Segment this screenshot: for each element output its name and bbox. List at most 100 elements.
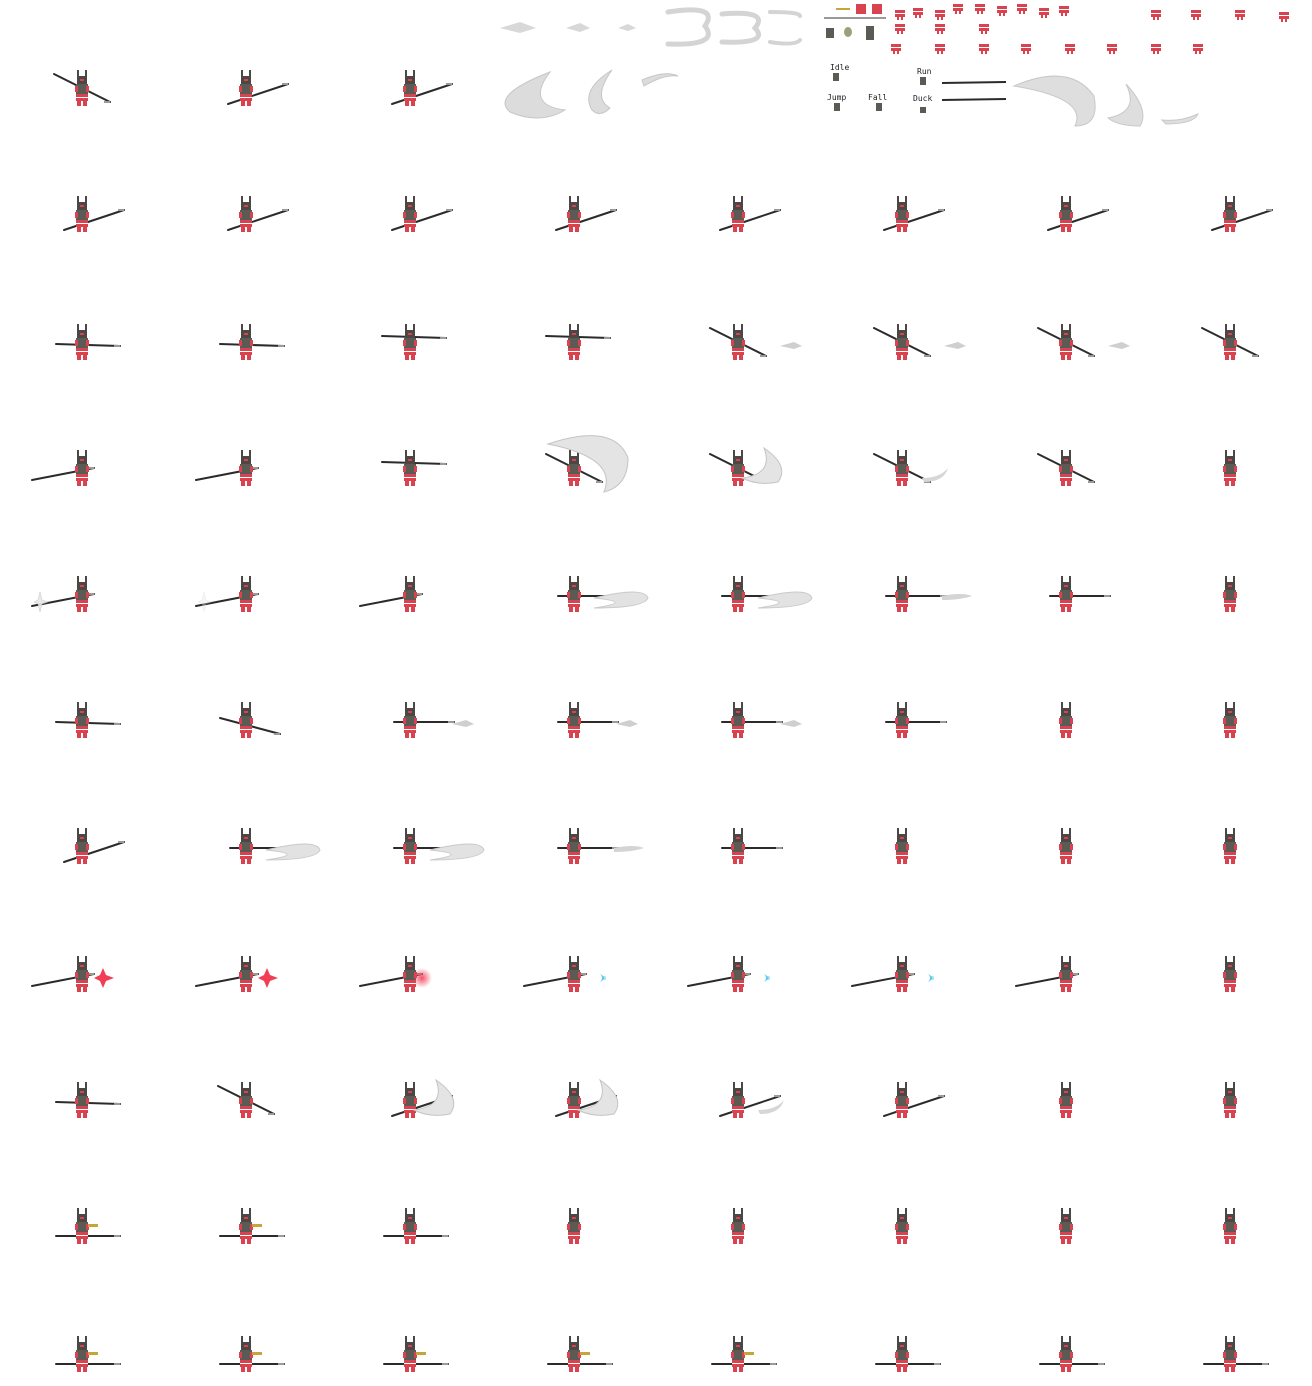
knight-sprite	[239, 956, 253, 992]
spear	[883, 209, 945, 231]
sprite-frame	[217, 1082, 275, 1118]
sprite-frame	[391, 1078, 455, 1118]
sprite-frame	[195, 450, 259, 486]
sprite-frame	[227, 196, 289, 232]
knight-sprite	[239, 324, 253, 360]
curve-slash-1	[665, 7, 711, 47]
knight-sprite	[731, 1208, 745, 1244]
effect-blue-spark	[600, 974, 606, 982]
sprite-frame	[383, 1208, 449, 1244]
knight-sprite	[731, 956, 745, 992]
armor-piece-icon	[997, 6, 1007, 16]
knight-sprite	[239, 450, 253, 486]
armor-piece-icon	[975, 4, 985, 14]
knight-sprite	[239, 1336, 253, 1372]
knight-sprite	[1223, 324, 1237, 360]
sprite-frame	[1059, 1208, 1073, 1244]
effect-gold	[252, 1352, 262, 1355]
knight-sprite	[895, 576, 909, 612]
sprite-frame	[873, 324, 966, 360]
knight-sprite	[1059, 576, 1073, 612]
sprite-frame	[731, 1208, 745, 1244]
knight-sprite	[239, 828, 253, 864]
armor-piece-icon	[935, 10, 945, 20]
armor-piece-icon	[1279, 12, 1289, 22]
spear	[1211, 209, 1273, 231]
animation-row	[55, 702, 1237, 738]
sprite-frame	[1015, 956, 1079, 992]
knight-sprite	[403, 196, 417, 232]
jump-icon	[834, 103, 840, 111]
animation-row	[31, 576, 1237, 613]
armor-piece-icon	[979, 24, 989, 34]
sprite-frame	[219, 1336, 285, 1372]
knight-sprite	[403, 450, 417, 486]
crescent-mid	[588, 69, 613, 114]
sprite-frame	[55, 1082, 121, 1118]
knight-sprite	[895, 324, 909, 360]
armor-piece-icon	[891, 44, 901, 54]
armor-piece-icon	[1151, 10, 1161, 20]
fall-icon	[876, 103, 882, 111]
sprite-frame	[557, 828, 644, 864]
effect-gold	[580, 1352, 590, 1355]
sprite-frame	[1037, 324, 1130, 360]
sprite-frame	[393, 702, 474, 738]
effect-red-glow	[412, 968, 432, 988]
legend-icons-top	[826, 4, 882, 40]
effect-arrow	[616, 720, 638, 727]
knight-sprite	[75, 956, 89, 992]
knight-sprite	[731, 1336, 745, 1372]
knight-sprite	[403, 1208, 417, 1244]
effect-blue-spark	[928, 974, 934, 982]
sprite-frame	[687, 956, 770, 992]
sprite-frame	[1223, 1208, 1237, 1244]
knight-sprite	[403, 1336, 417, 1372]
sprite-frame	[63, 196, 125, 232]
knight-sprite	[731, 324, 745, 360]
effect-red-spark	[94, 968, 114, 988]
animation-row	[63, 196, 1273, 232]
sprite-frame	[391, 70, 453, 106]
effect-arrow	[780, 720, 802, 727]
effect-big-slash	[546, 435, 629, 493]
knight-sprite	[75, 702, 89, 738]
sprite-frame	[381, 324, 447, 360]
knight-sprite	[403, 324, 417, 360]
legend-label-duck: Duck	[913, 94, 932, 103]
sprite-frame	[195, 956, 278, 992]
effect-star	[33, 591, 49, 613]
knight-sprite	[239, 196, 253, 232]
effect-arrow	[1108, 342, 1130, 349]
spear	[63, 841, 125, 863]
effect-mid-slash	[740, 446, 783, 484]
knight-sprite	[567, 828, 581, 864]
knight-sprite	[75, 1082, 89, 1118]
knight-sprite	[1059, 196, 1073, 232]
sprite-frame	[383, 1336, 449, 1372]
sprite-frame	[1049, 576, 1111, 612]
sprite-frame	[63, 828, 125, 864]
knight-sprite	[1223, 450, 1237, 486]
knight-sprite	[1059, 450, 1073, 486]
effect-gold	[252, 1224, 262, 1227]
sprite-frame	[883, 1082, 945, 1118]
knight-sprite	[1223, 956, 1237, 992]
knight-sprite	[75, 450, 89, 486]
animation-row	[55, 1208, 1237, 1244]
knight-sprite	[1059, 324, 1073, 360]
sprite-frame	[1201, 324, 1259, 360]
knight-sprite	[239, 1082, 253, 1118]
sprite-frame	[219, 1208, 285, 1244]
effect-arrow	[944, 342, 966, 349]
legend-label-jump: Jump	[827, 93, 846, 102]
knight-sprite	[1223, 828, 1237, 864]
knight-sprite	[1223, 1208, 1237, 1244]
knight-sprite	[75, 1208, 89, 1244]
legend-label-run: Run	[917, 67, 932, 76]
animation-row	[63, 828, 1237, 864]
knight-sprite	[567, 576, 581, 612]
armor-piece-icon	[935, 24, 945, 34]
effect-blue-spark	[764, 974, 770, 982]
sprite-frame	[1223, 956, 1237, 992]
